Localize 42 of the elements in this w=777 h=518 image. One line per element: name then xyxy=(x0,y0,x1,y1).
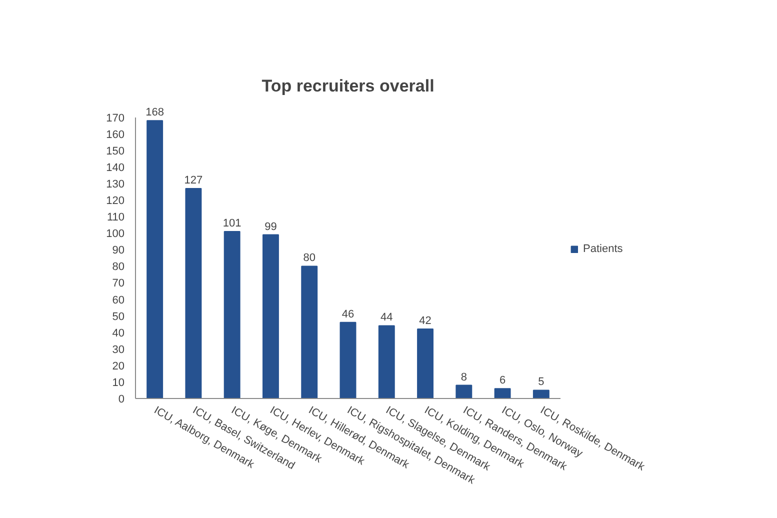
y-tick-label: 130 xyxy=(106,178,125,191)
data-label: 8 xyxy=(460,371,467,384)
bar xyxy=(262,234,279,398)
y-tick-label: 40 xyxy=(112,327,125,340)
data-label: 42 xyxy=(419,315,432,328)
data-label: 44 xyxy=(380,312,393,324)
bar xyxy=(532,390,550,398)
bar xyxy=(185,188,202,398)
y-tick-label: 50 xyxy=(112,310,125,323)
data-label: 6 xyxy=(499,374,506,387)
y-tick-label: 140 xyxy=(106,162,125,174)
y-tick-label: 170 xyxy=(106,112,125,124)
y-tick-label: 90 xyxy=(112,244,125,257)
y-tick-label: 160 xyxy=(106,128,125,141)
data-label: 101 xyxy=(222,217,242,230)
y-tick-label: 110 xyxy=(106,212,125,224)
data-label: 5 xyxy=(538,376,544,388)
data-label: 99 xyxy=(264,220,277,233)
y-tick-label: 150 xyxy=(106,145,125,158)
y-tick-label: 80 xyxy=(112,261,125,274)
bar xyxy=(146,120,164,398)
bar xyxy=(417,328,434,398)
bar xyxy=(340,322,356,398)
bar xyxy=(224,230,240,398)
y-tick-label: 120 xyxy=(106,195,125,208)
y-tick-label: 30 xyxy=(112,344,125,356)
bar xyxy=(456,384,472,398)
y-tick-label: 100 xyxy=(106,228,125,240)
y-tick-label: 0 xyxy=(118,394,125,406)
bar xyxy=(494,388,511,398)
data-label: 127 xyxy=(184,174,203,186)
y-tick-label: 60 xyxy=(112,294,125,306)
data-label: 46 xyxy=(342,308,354,320)
bar xyxy=(378,325,395,398)
chart-title: Top recruiters overall xyxy=(262,76,434,96)
y-tick-label: 10 xyxy=(112,376,125,389)
bar xyxy=(301,266,318,398)
data-label: 168 xyxy=(146,106,164,119)
y-tick-label: 20 xyxy=(112,360,125,372)
data-label: 80 xyxy=(303,252,316,264)
legend-label: Patients xyxy=(583,243,623,255)
y-tick-label: 70 xyxy=(112,278,125,290)
